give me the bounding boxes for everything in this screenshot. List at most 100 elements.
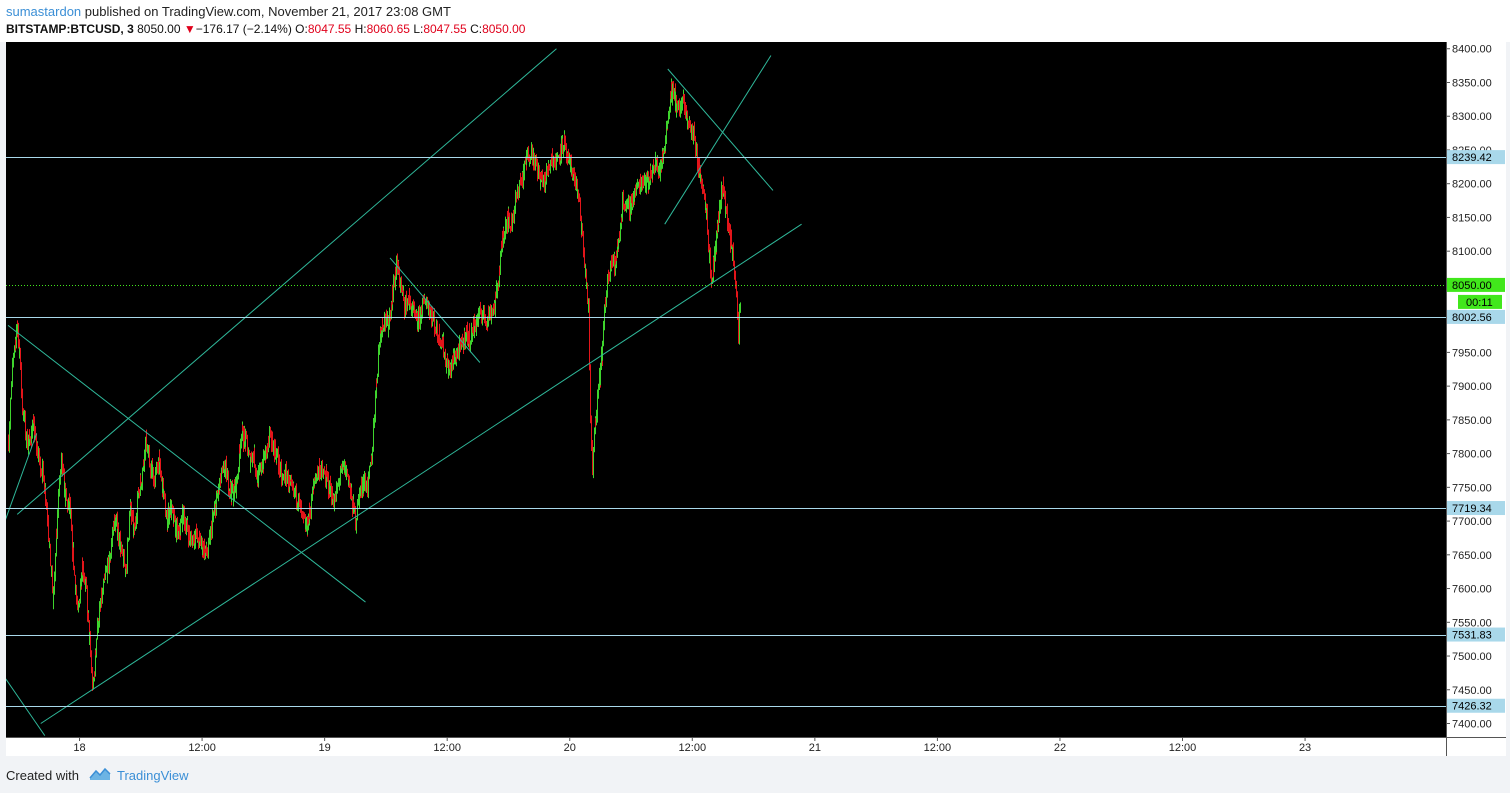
current-price-label-bg bbox=[1447, 277, 1505, 292]
candle-body bbox=[336, 490, 337, 501]
candle-body bbox=[165, 497, 166, 514]
created-with-text: Created with bbox=[6, 768, 79, 783]
candle-body bbox=[437, 321, 438, 334]
candle-body bbox=[629, 200, 630, 215]
candle-body bbox=[636, 185, 637, 190]
candle-body bbox=[423, 297, 424, 302]
candle-body bbox=[437, 333, 438, 338]
candle-body bbox=[716, 234, 717, 250]
candle-body bbox=[147, 450, 148, 453]
candle-body bbox=[52, 570, 53, 588]
candle-body bbox=[471, 327, 472, 332]
candle-body bbox=[617, 245, 618, 247]
candle-body bbox=[475, 322, 476, 331]
candle-body bbox=[255, 469, 256, 473]
publish-header: sumastardon published on TradingView.com… bbox=[0, 0, 1510, 42]
candle-body bbox=[397, 256, 398, 265]
price-chart[interactable]: 7400.00 7450.00 7500.00 7550.00 7600.00 7650.… bbox=[6, 42, 1506, 756]
candle-body bbox=[272, 437, 273, 450]
candle-body bbox=[56, 534, 57, 536]
candle-body bbox=[360, 488, 361, 494]
candle-body bbox=[653, 162, 654, 166]
candle-body bbox=[493, 307, 494, 313]
candle-body bbox=[128, 538, 129, 540]
tradingview-link[interactable]: TradingView bbox=[117, 768, 189, 783]
candle-body bbox=[31, 428, 32, 444]
candle-body bbox=[12, 372, 13, 385]
candle-body bbox=[281, 467, 282, 482]
candle-body bbox=[148, 449, 149, 454]
candle-body bbox=[523, 165, 524, 176]
candle-body bbox=[293, 484, 294, 494]
candle-body bbox=[49, 544, 50, 546]
candle-body bbox=[525, 161, 526, 164]
candle-body bbox=[364, 476, 365, 486]
candle-body bbox=[253, 455, 254, 461]
candle-body bbox=[459, 340, 460, 342]
candle-body bbox=[367, 491, 368, 493]
trendline bbox=[664, 55, 772, 225]
candle-body bbox=[150, 465, 151, 474]
candle-body bbox=[103, 582, 104, 592]
author-link[interactable]: sumastardon bbox=[6, 4, 82, 19]
candle-body bbox=[25, 418, 26, 440]
candle-body bbox=[8, 440, 9, 450]
candle-body bbox=[99, 605, 100, 611]
candle-body bbox=[410, 297, 411, 306]
candle-body bbox=[582, 227, 583, 236]
candle-body bbox=[592, 445, 593, 464]
candle-body bbox=[707, 226, 708, 233]
candle-body bbox=[313, 482, 314, 489]
candle-body bbox=[534, 153, 535, 169]
candle-body bbox=[261, 463, 262, 473]
candle-body bbox=[725, 207, 726, 213]
candle-body bbox=[397, 264, 398, 274]
candle-body bbox=[41, 472, 42, 474]
candle-body bbox=[679, 104, 680, 114]
candle-body bbox=[337, 484, 338, 492]
candle-body bbox=[657, 158, 658, 171]
candle-body bbox=[695, 140, 696, 154]
candle-body bbox=[702, 184, 703, 191]
candle-body bbox=[399, 271, 400, 283]
candle-body bbox=[577, 194, 578, 196]
candle-body bbox=[645, 175, 646, 188]
candle-body bbox=[548, 165, 549, 170]
candle-body bbox=[515, 200, 516, 209]
level-price-label-bg bbox=[1447, 698, 1505, 713]
candle-body bbox=[34, 436, 35, 438]
candle-body bbox=[312, 488, 313, 501]
candle-body bbox=[597, 395, 598, 418]
candle-body bbox=[135, 520, 136, 524]
candle-body bbox=[694, 137, 695, 139]
candle-body bbox=[60, 470, 61, 480]
candle-body bbox=[123, 552, 124, 566]
level-price-label: 7531.83 bbox=[1452, 630, 1492, 642]
candle-body bbox=[578, 191, 579, 197]
candle-body bbox=[620, 224, 621, 231]
candle-body bbox=[594, 438, 595, 450]
candle-body bbox=[335, 496, 336, 501]
candle-body bbox=[682, 101, 683, 106]
candle-body bbox=[561, 140, 562, 156]
candle-body bbox=[160, 458, 161, 469]
candle-body bbox=[129, 512, 130, 530]
candle-body bbox=[566, 144, 567, 159]
candle-body bbox=[414, 305, 415, 314]
candle-body bbox=[708, 238, 709, 250]
candle-body bbox=[91, 662, 92, 672]
candle-body bbox=[35, 430, 36, 439]
footer: Created with TradingView bbox=[0, 757, 1510, 793]
chart-area[interactable]: 7400.00 7450.00 7500.00 7550.00 7600.00 7650.… bbox=[6, 42, 1506, 756]
y-tick-label: 8400.00 bbox=[1452, 44, 1492, 56]
candle-body bbox=[243, 428, 244, 444]
close-value: 8050.00 bbox=[482, 22, 526, 36]
candle-body bbox=[303, 514, 304, 518]
candle-body bbox=[266, 446, 267, 455]
candle-body bbox=[625, 206, 626, 208]
candle-body bbox=[467, 326, 468, 343]
candle-body bbox=[348, 481, 349, 484]
candle-body bbox=[595, 421, 596, 424]
candle-body bbox=[680, 104, 681, 114]
candle-body bbox=[724, 193, 725, 195]
